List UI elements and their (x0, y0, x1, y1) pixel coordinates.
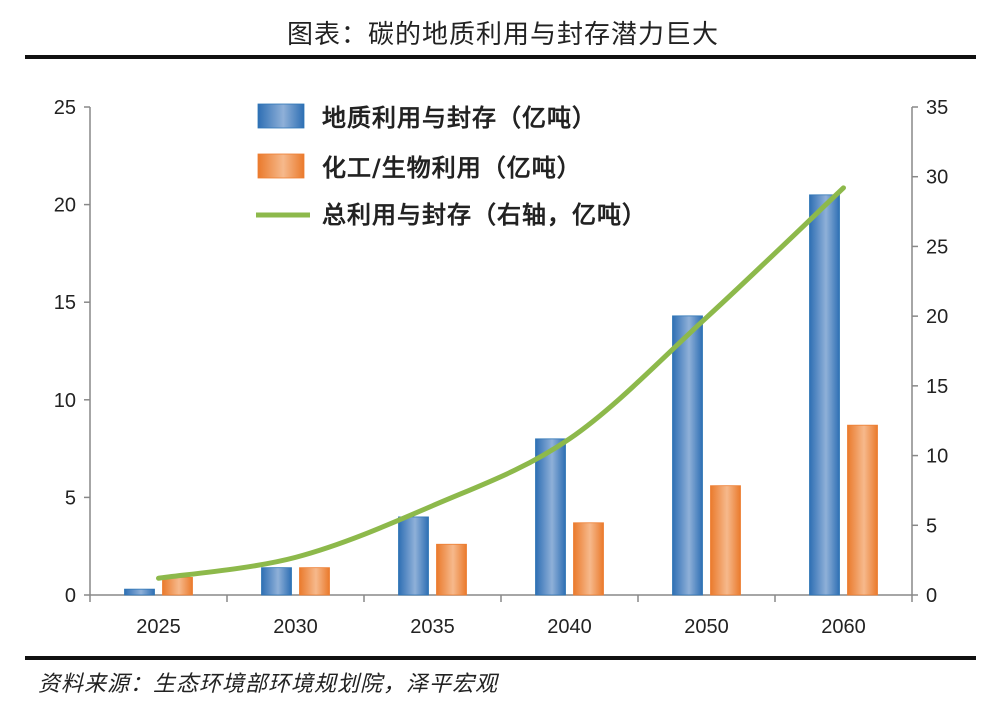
left-axis-tick-label: 10 (54, 390, 76, 412)
chem-bio-bar (299, 567, 330, 596)
chart-line (156, 185, 846, 581)
right-axis-tick-label: 30 (926, 167, 948, 189)
geo-storage-bar (535, 438, 566, 596)
x-axis-tick-label: 2060 (821, 616, 866, 638)
left-axis-tick-label: 5 (65, 487, 76, 509)
chart-legend: 地质利用与封存（亿吨） 化工/生物利用（亿吨） 总利用与封存（右轴，亿吨） (256, 103, 647, 229)
legend-label: 地质利用与封存（亿吨） (322, 104, 597, 132)
left-axis-tick-label: 25 (54, 97, 76, 119)
left-axis-tick-label: 20 (54, 195, 76, 217)
left-axis-tick-label: 0 (65, 585, 76, 607)
left-axis-tick-label: 15 (54, 292, 76, 314)
chart-bars (124, 194, 878, 596)
x-axis-tick-label: 2025 (136, 616, 181, 638)
geo-storage-bar (672, 315, 703, 596)
geo-storage-bar (261, 567, 292, 596)
right-axis-tick-label: 25 (926, 236, 948, 258)
geo-storage-bar (398, 516, 429, 596)
x-axis-tick-label: 2035 (410, 616, 455, 638)
x-axis-tick-label: 2050 (684, 616, 729, 638)
right-axis-tick-label: 20 (926, 306, 948, 328)
chem-bio-bar (710, 485, 741, 596)
chem-bio-bar (573, 522, 604, 596)
right-axis-tick-label: 0 (926, 585, 937, 607)
top-rule (25, 55, 976, 59)
right-axis-tick-label: 15 (926, 376, 948, 398)
x-axis-tick-label: 2030 (273, 616, 318, 638)
legend-swatch-geo (257, 103, 305, 129)
legend-label: 化工/生物利用（亿吨） (322, 154, 582, 182)
right-axis-tick-label: 5 (926, 515, 937, 537)
right-axis-tick-label: 35 (926, 97, 948, 119)
source-note: 资料来源：生态环境部环境规划院，泽平宏观 (38, 672, 499, 697)
chem-bio-bar (162, 577, 193, 596)
geo-storage-bar (809, 194, 840, 596)
total-series-line (156, 185, 846, 581)
bottom-rule (25, 656, 976, 660)
chart-title: 图表：碳的地质利用与封存潜力巨大 (286, 20, 719, 50)
chem-bio-bar (436, 543, 467, 596)
legend-label: 总利用与封存（右轴，亿吨） (322, 201, 647, 229)
x-axis-tick-label: 2040 (547, 616, 592, 638)
legend-swatch-chem (257, 153, 305, 179)
right-axis-tick-label: 10 (926, 446, 948, 468)
geo-storage-bar (124, 588, 155, 596)
chem-bio-bar (847, 424, 878, 596)
